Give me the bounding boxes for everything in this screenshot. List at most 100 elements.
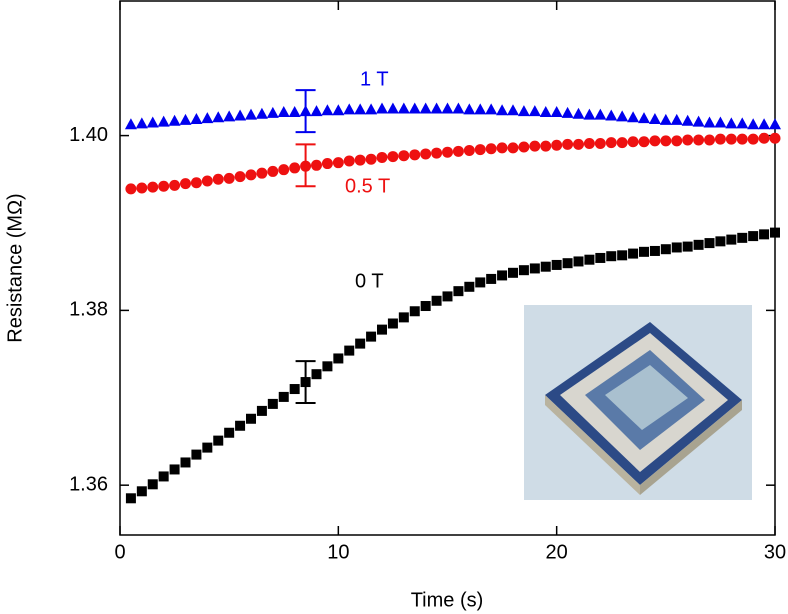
data-point: [147, 181, 159, 193]
data-point: [616, 137, 628, 149]
data-point: [431, 295, 442, 306]
data-point: [289, 384, 300, 395]
data-point: [737, 232, 748, 243]
data-point: [278, 391, 289, 402]
data-point: [190, 112, 203, 124]
data-point: [419, 102, 432, 114]
data-point: [693, 239, 704, 250]
data-point: [572, 107, 585, 119]
data-point: [125, 493, 136, 504]
data-point: [420, 301, 431, 312]
data-point: [452, 102, 465, 114]
data-point: [256, 167, 268, 179]
data-point: [726, 234, 737, 245]
data-point: [639, 246, 649, 257]
data-point: [343, 103, 356, 115]
data-point: [431, 147, 443, 159]
data-point: [682, 134, 694, 146]
data-point: [398, 312, 409, 323]
data-point: [725, 133, 737, 145]
data-point: [387, 318, 398, 329]
plot-frame: [119, 0, 776, 536]
data-point: [693, 134, 705, 146]
series-label: 1 T: [360, 68, 389, 90]
data-point: [344, 345, 355, 356]
data-point: [376, 151, 388, 163]
data-point: [442, 291, 453, 302]
data-point: [562, 258, 573, 269]
data-point: [474, 144, 486, 156]
data-point: [464, 281, 475, 292]
data-point: [529, 140, 541, 152]
data-point: [551, 259, 562, 270]
data-point: [125, 183, 137, 195]
data-point: [518, 265, 529, 276]
data-point: [539, 105, 552, 117]
data-point: [420, 148, 432, 160]
data-point: [158, 180, 170, 192]
x-tick-label: 0: [114, 541, 125, 563]
data-point: [289, 162, 301, 174]
data-point: [267, 398, 278, 409]
data-point: [245, 108, 257, 120]
data-point: [386, 102, 399, 114]
data-point: [529, 263, 540, 274]
data-point: [245, 169, 257, 181]
data-point: [703, 116, 716, 128]
data-point: [638, 112, 650, 124]
y-tick-label: 1.40: [69, 124, 108, 146]
data-point: [463, 103, 476, 115]
data-point: [769, 118, 781, 130]
data-point: [246, 413, 256, 424]
data-point: [769, 132, 781, 144]
data-point: [311, 159, 322, 171]
data-point: [725, 117, 738, 129]
data-point: [169, 179, 181, 191]
data-point: [562, 138, 574, 150]
data-point: [408, 102, 421, 114]
data-point: [365, 153, 377, 165]
data-point: [321, 158, 333, 170]
data-point: [583, 137, 595, 149]
data-point: [758, 132, 770, 144]
data-point: [550, 105, 563, 117]
data-point: [528, 105, 541, 117]
data-point: [201, 175, 213, 187]
data-point: [365, 103, 378, 115]
data-point: [278, 164, 290, 176]
data-point: [224, 427, 235, 438]
data-point: [147, 479, 158, 490]
data-point: [322, 361, 333, 372]
data-point: [267, 165, 279, 177]
y-tick-label: 1.38: [69, 299, 108, 321]
y-axis-label: Resistance (MΩ): [4, 193, 26, 342]
data-point: [212, 111, 225, 123]
data-point: [355, 338, 366, 349]
data-point: [332, 157, 344, 169]
data-point: [136, 182, 148, 194]
data-point: [223, 172, 235, 184]
data-point: [212, 173, 224, 185]
data-point: [135, 117, 148, 129]
data-point: [627, 111, 640, 123]
data-point: [179, 113, 192, 125]
data-point: [540, 261, 551, 272]
data-point: [397, 102, 410, 114]
data-point: [628, 248, 639, 259]
data-point: [277, 105, 290, 117]
data-point: [463, 144, 475, 156]
data-point: [430, 102, 443, 114]
data-point: [332, 104, 345, 116]
data-point: [616, 110, 629, 122]
data-point: [617, 250, 628, 261]
data-point: [169, 464, 180, 475]
chip-pins: [640, 400, 742, 495]
data-point: [168, 114, 181, 126]
data-point: [584, 254, 595, 265]
data-point: [124, 118, 137, 130]
data-point: [234, 171, 246, 183]
data-point: [671, 135, 683, 147]
data-point: [235, 420, 246, 431]
data-point: [660, 135, 672, 147]
